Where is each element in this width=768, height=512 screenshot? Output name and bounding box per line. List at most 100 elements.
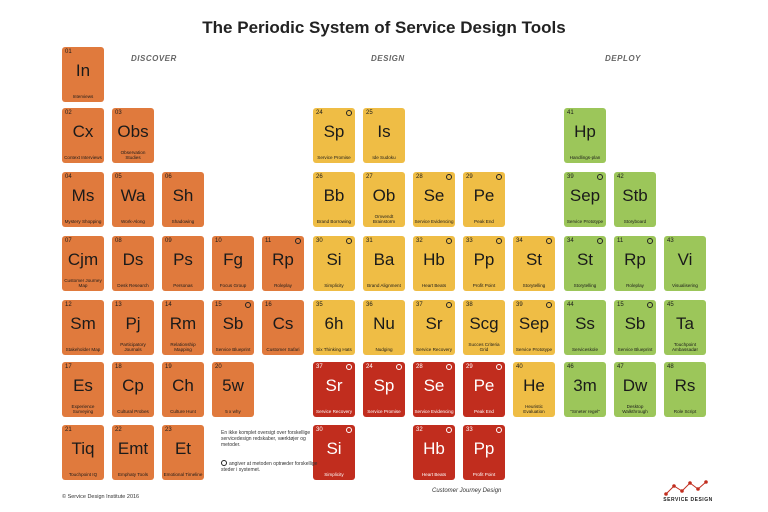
tile-number: 28 [416,174,423,180]
tile-number: 35 [316,302,323,308]
tile-symbol: Sh [172,186,194,205]
tile-se: 28 Se Service Evidencing [413,172,455,227]
tile-ch: 19 Ch Culture Hunt [162,362,204,417]
tile-number: 01 [65,49,72,55]
mark-circle-icon [221,460,227,466]
tile-number: 31 [366,238,373,244]
tile-name: Ide Sudoku [372,154,396,160]
tile-name: Profit Point [472,282,496,288]
tile-sr: 37 Sr Service Recovery [413,300,455,355]
tile-number: 18 [115,364,122,370]
tile-number: 04 [65,174,72,180]
tile-hb: 32 Hb Heart Beats [413,425,455,480]
tile-symbol: Stb [622,186,648,205]
tile-cp: 18 Cp Cultural Probes [112,362,154,417]
tile-number: 32 [416,238,423,244]
tile-vi: 43 Vi Visualisering [664,236,706,291]
tile-name: Role Script [673,408,697,414]
tile-number: 24 [366,364,373,370]
page-title: The Periodic System of Service Design To… [202,18,566,37]
section-discover-label: DISCOVER [131,54,177,63]
tile-number: 13 [115,302,122,308]
tile-name: Profit Point [472,471,496,477]
tile-symbol: Se [423,186,445,205]
tile-symbol: Hp [574,122,596,141]
tile-number: 03 [115,110,122,116]
tile-stb: 42 Stb Storyboard [614,172,656,227]
tile-pp: 33 Pp Profit Point [463,236,505,291]
tile-name: Customer Journey Map [64,277,102,288]
tile-symbol: Hb [423,439,445,458]
tile-number: 39 [516,302,523,308]
tile-name: Personas [173,282,193,288]
tile-name: Emphaty Tools [117,471,149,477]
tile-name: Heart Beats [421,282,447,288]
tile-name: Simplicity [324,471,344,477]
customer-journey-design-label: Customer Journey Design [432,488,502,494]
tile-symbol: Ps [173,250,193,269]
tile-symbol: 3m [573,376,597,395]
tile-name: Service Promise [317,154,351,160]
tile-ta: 45 Ta Touchpoint Ambassadør [664,300,706,355]
tile-symbol: Sm [70,314,96,333]
tile-symbol: Pe [473,186,495,205]
tile-symbol: Rp [272,250,294,269]
tile-symbol: Si [326,250,342,269]
tile-symbol: Scg [469,314,499,333]
tile-symbol: Pe [473,376,495,395]
tile-sp: 24 Sp Service Promise [363,362,405,417]
tile-et: 23 Et Emotional Timeline [162,425,204,480]
tile-ds: 08 Ds Desk Research [112,236,154,291]
tile-number: 05 [115,174,122,180]
tile-symbol: Rp [624,250,646,269]
tile-5w: 20 5w 5 x why [212,362,254,417]
tile-number: 38 [466,302,473,308]
tile-fg: 10 Fg Focus Group [212,236,254,291]
legend-description: En ikke komplet oversigt over forskellig… [221,430,311,448]
tile-symbol: Se [423,376,445,395]
section-deploy-label: DEPLOY [605,54,641,63]
tile-name: Focus Group [219,282,247,288]
tile-symbol: Sr [425,314,443,333]
tile-number: 39 [567,174,574,180]
tile-symbol: Ds [122,250,144,269]
tile-name: Participatory Journals [120,341,146,352]
tile-name: Succes Criteria Grid [468,341,500,352]
tile-number: 32 [416,427,423,433]
tile-symbol: Rs [674,376,696,395]
tile-name: Service Blueprint [617,346,653,352]
tile-ps: 09 Ps Personas [162,236,204,291]
tile-name: Service Recovery [316,408,352,414]
tile-cx: 02 Cx Context Interviews [62,108,104,163]
tile-number: 37 [316,364,323,370]
tile-symbol: Sp [373,376,395,395]
repeat-mark-icon [496,427,502,433]
tile-symbol: Cjm [67,250,99,269]
tile-he: 40 He Heuristic Evaluation [513,362,555,417]
repeat-mark-icon [647,302,653,308]
tile-ob: 27 Ob Omvendt Brainstorm [363,172,405,227]
tile-name: Storyboard [623,218,647,224]
tile-name: "Smeter regel" [570,408,600,414]
tile-st: 34 St Storytelling [513,236,555,291]
repeat-mark-icon [597,174,603,180]
tile-number: 11 [617,238,624,244]
repeat-mark-icon [446,427,452,433]
tile-name: Storytelling [522,282,546,288]
tile-hb: 32 Hb Heart Beats [413,236,455,291]
tile-rp: 11 Rp Roleplay [614,236,656,291]
tile-number: 06 [165,174,172,180]
tile-symbol: 5w [222,376,244,395]
repeat-mark-icon [346,110,352,116]
tile-symbol: 6h [324,314,344,333]
tile-number: 12 [65,302,72,308]
repeat-mark-icon [295,238,301,244]
tile-number: 29 [466,364,473,370]
tile-name: Visualisering [672,282,698,288]
tile-name: Observation Studies [120,149,146,160]
tile-symbol: Cx [72,122,94,141]
tile-symbol: Es [73,376,93,395]
tile-symbol: Si [326,439,342,458]
tile-symbol: Sb [222,314,244,333]
tile-number: 36 [366,302,373,308]
